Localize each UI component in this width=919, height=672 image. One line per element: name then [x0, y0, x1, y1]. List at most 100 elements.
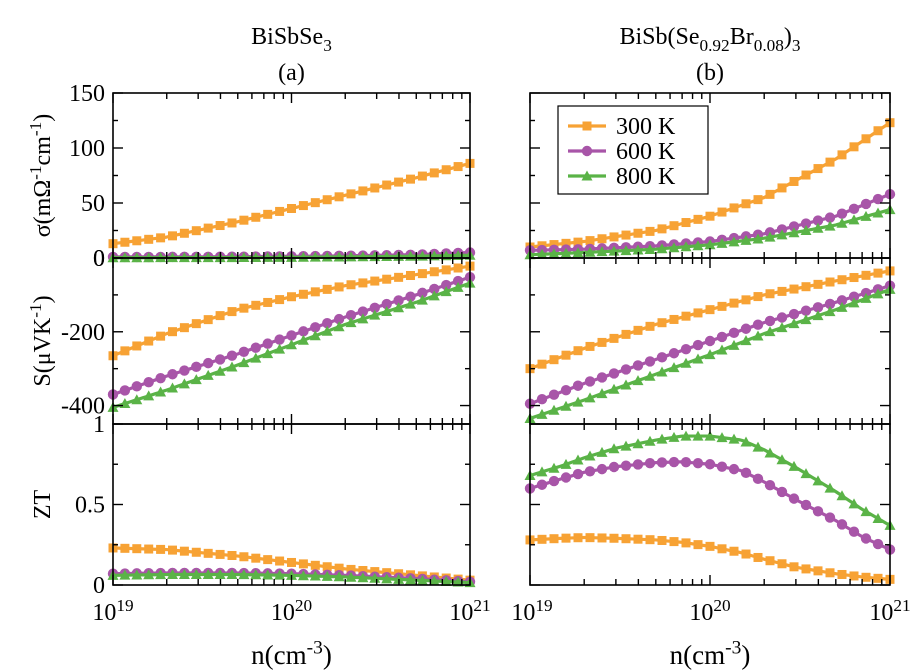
data-point [239, 303, 249, 313]
data-point [345, 251, 357, 262]
data-point [227, 218, 237, 228]
data-point [765, 189, 775, 199]
data-point [728, 433, 740, 444]
data-point [812, 506, 824, 517]
data-point [417, 171, 427, 181]
data-point [536, 394, 548, 405]
y-axis-label-part: ) [30, 295, 56, 303]
data-point [860, 533, 872, 544]
data-point [334, 282, 344, 292]
data-point [560, 247, 572, 258]
data-point [632, 438, 644, 449]
data-point [120, 543, 130, 553]
panel-a-row3: 0 0.5 1 ZT [30, 412, 476, 599]
data-point [812, 310, 824, 321]
data-point [608, 443, 620, 454]
data-point [333, 251, 345, 262]
data-point [429, 267, 439, 277]
data-point [573, 237, 583, 247]
data-point [406, 270, 415, 280]
column-titles: BiSbSe3(a)BiSb(Se0.92Br0.08)3(b) [251, 24, 800, 86]
data-point [620, 364, 632, 375]
data-point [764, 480, 776, 491]
data-point [716, 331, 728, 343]
data-point [203, 357, 214, 369]
data-point [179, 365, 190, 376]
data-point [191, 226, 201, 236]
data-point [729, 298, 739, 308]
data-point [765, 556, 775, 566]
data-point [584, 376, 596, 387]
data-point [286, 339, 297, 350]
data-point [286, 569, 297, 580]
x-tick-label-a-part: 20 [295, 596, 312, 615]
data-point [789, 176, 799, 186]
data-point [645, 535, 655, 545]
data-point [132, 544, 142, 554]
data-point [729, 203, 739, 213]
data-point [585, 341, 595, 351]
x-tick-label-b-part: 20 [713, 596, 730, 615]
data-point [143, 390, 155, 401]
data-point [428, 575, 440, 586]
data-point [861, 270, 871, 280]
data-point [144, 234, 154, 244]
data-point [440, 286, 452, 297]
data-point [251, 212, 261, 222]
data-point [561, 238, 571, 248]
data-point [848, 291, 860, 302]
data-point [358, 278, 368, 288]
data-point [345, 310, 357, 321]
legend-marker [581, 170, 593, 181]
data-point [227, 307, 237, 317]
data-point [321, 251, 333, 262]
data-point [370, 183, 380, 193]
data-point [620, 460, 632, 471]
data-point [813, 164, 823, 174]
x-tick-label-b: 1021 [869, 596, 910, 626]
data-point [752, 330, 764, 341]
data-point [693, 540, 703, 550]
column-title-b-part: 3 [792, 36, 801, 55]
data-point [585, 236, 595, 246]
data-point [178, 569, 190, 580]
data-point [764, 231, 776, 242]
data-point [848, 214, 860, 225]
x-axis-label-b-part: n(cm [670, 640, 725, 670]
legend-marker [581, 145, 593, 157]
data-point [657, 535, 667, 545]
data-point [848, 526, 860, 537]
data-point [645, 226, 655, 236]
x-tick-label-b-part: 10 [689, 600, 713, 626]
data-point [669, 537, 679, 547]
data-point [178, 378, 190, 389]
data-point [298, 559, 308, 569]
data-point [872, 538, 884, 550]
data-point [644, 435, 656, 446]
data-point [777, 286, 787, 296]
data-point [740, 234, 752, 245]
data-point [668, 431, 680, 442]
x-tick-label-a-part: 19 [116, 596, 133, 615]
data-point [441, 265, 451, 275]
data-point [536, 466, 548, 477]
data-point [262, 569, 274, 580]
data-point [572, 247, 584, 258]
data-point [321, 570, 333, 581]
data-point [132, 341, 142, 351]
column-title-a-part: 3 [323, 36, 332, 55]
data-point [752, 441, 764, 452]
data-point [837, 150, 847, 160]
data-point [167, 369, 178, 380]
data-point [452, 275, 464, 287]
data-point [333, 321, 345, 332]
data-point [573, 533, 583, 543]
y-axis-label-part: -1 [26, 165, 45, 179]
data-point [824, 482, 836, 493]
data-point [214, 365, 226, 376]
data-point [203, 315, 213, 325]
column-title-b-part: 0.08 [754, 36, 784, 55]
data-point [789, 284, 799, 294]
data-point [263, 209, 273, 219]
data-point [548, 404, 560, 415]
